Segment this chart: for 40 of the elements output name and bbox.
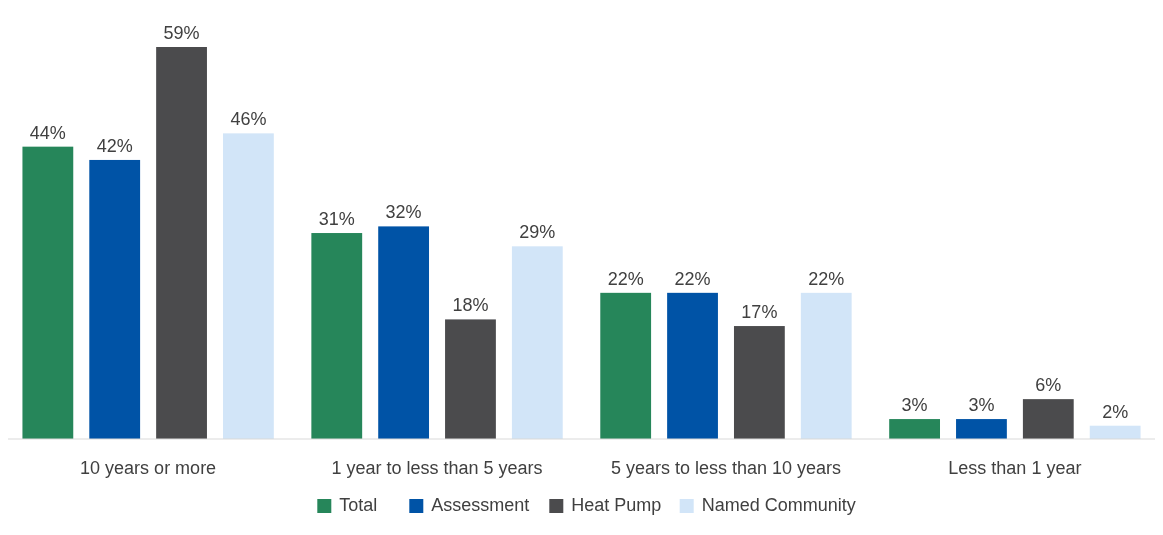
data-label: 22% — [808, 268, 845, 289]
bar — [89, 159, 141, 439]
legend-label: Assessment — [431, 495, 530, 515]
legend-label: Total — [339, 495, 378, 515]
x-tick-label: 10 years or more — [80, 458, 217, 478]
data-label: 3% — [901, 395, 928, 416]
x-tick-label: Less than 1 year — [948, 458, 1082, 478]
bar — [22, 146, 74, 439]
bar — [1022, 399, 1074, 439]
data-label: 2% — [1102, 401, 1129, 422]
bar — [223, 133, 274, 439]
bar — [156, 47, 207, 439]
bar — [800, 292, 852, 439]
data-label: 17% — [741, 302, 778, 323]
legend-label: Heat Pump — [571, 495, 662, 515]
bar — [311, 233, 363, 439]
bar — [733, 326, 785, 439]
bar — [600, 292, 652, 439]
bar — [378, 226, 430, 439]
data-label: 44% — [29, 122, 66, 143]
data-label: 3% — [968, 395, 995, 416]
bar — [511, 246, 563, 439]
legend-label: Named Community — [701, 495, 856, 515]
data-label: 42% — [96, 135, 133, 156]
bar — [889, 419, 940, 439]
data-label: 59% — [163, 23, 200, 43]
x-tick-label: 5 years to less than 10 years — [610, 458, 842, 478]
x-tick-label: 1 year to less than 5 years — [331, 458, 543, 478]
data-label: 29% — [519, 222, 556, 243]
data-label: 18% — [452, 295, 489, 316]
bar — [1089, 425, 1141, 439]
bar — [445, 319, 496, 439]
data-label: 32% — [385, 202, 422, 223]
data-label: 22% — [607, 268, 644, 289]
bar — [667, 292, 718, 439]
bar — [956, 419, 1007, 439]
data-label: 22% — [674, 268, 711, 289]
data-label: 46% — [230, 109, 267, 130]
data-label: 31% — [318, 209, 355, 230]
data-label: 6% — [1035, 375, 1062, 396]
